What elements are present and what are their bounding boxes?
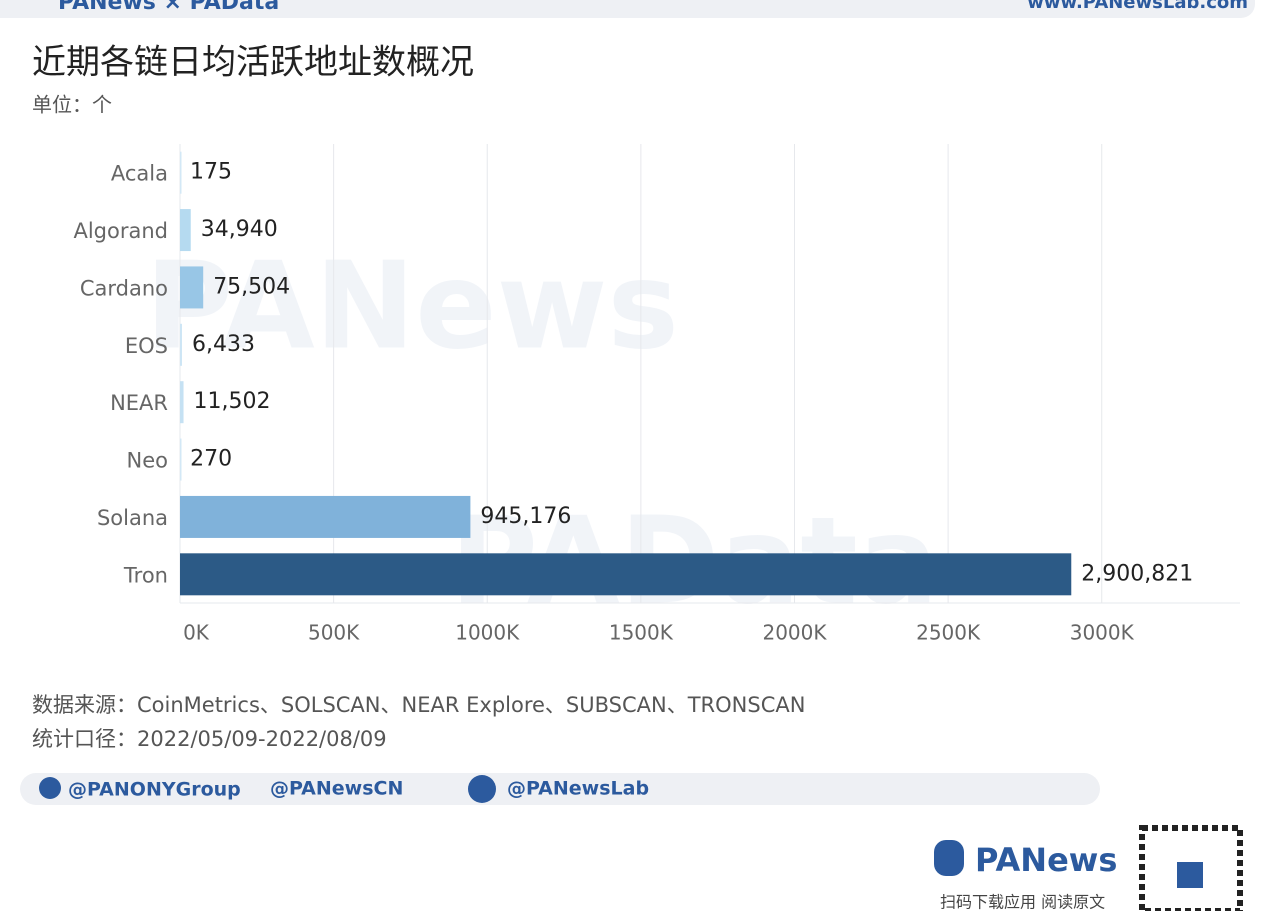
value-label: 175: [190, 160, 232, 185]
bar: [180, 209, 191, 252]
chart-subtitle: 单位：个: [32, 93, 112, 117]
social-handle[interactable]: @PANewsCN: [270, 778, 403, 800]
y-tick-label: Neo: [127, 449, 168, 473]
x-tick-label: 2500K: [916, 621, 981, 645]
value-label: 270: [190, 447, 232, 472]
y-tick-label: NEAR: [110, 391, 168, 415]
x-tick-label: 3000K: [1070, 621, 1135, 645]
y-tick-label: Tron: [123, 563, 168, 587]
twitter-icon: [39, 777, 61, 799]
bar: [180, 151, 182, 194]
footer-brand: PANews: [975, 841, 1117, 879]
value-label: 6,433: [192, 332, 255, 357]
social-strip: [20, 773, 1100, 805]
value-label: 34,940: [201, 217, 278, 242]
header-strip: [0, 0, 1255, 18]
period: 统计口径：2022/05/09-2022/08/09: [32, 727, 387, 751]
x-tick-label: 1500K: [609, 621, 674, 645]
x-tick-label: 500K: [308, 621, 360, 645]
value-label: 75,504: [213, 274, 290, 299]
value-label: 2,900,821: [1081, 561, 1193, 586]
chart-title: 近期各链日均活跃地址数概况: [32, 43, 474, 83]
header-brand: PANews × PAData: [58, 0, 279, 15]
y-tick-label: Acala: [111, 162, 168, 186]
social-handle[interactable]: @PANONYGroup: [68, 779, 241, 801]
x-tick-label: 2000K: [762, 621, 827, 645]
footer-caption: 扫码下载应用 阅读原文: [940, 893, 1105, 912]
y-tick-label: Solana: [97, 506, 168, 530]
y-tick-label: Cardano: [80, 276, 168, 300]
source: 数据来源：CoinMetrics、SOLSCAN、NEAR Explore、SU…: [32, 693, 805, 717]
value-label: 945,176: [480, 504, 571, 529]
header-url: www.PANewsLab.com: [1027, 0, 1248, 13]
bar: [180, 381, 184, 424]
bar: [180, 323, 182, 366]
bar: [180, 495, 471, 538]
bar: [180, 266, 204, 309]
y-tick-label: Algorand: [73, 219, 168, 243]
watermark: PANews: [145, 238, 679, 377]
x-tick-label: 0K: [183, 621, 210, 645]
bar: [180, 438, 182, 481]
social-handle[interactable]: @PANewsLab: [507, 778, 649, 800]
bar: [180, 553, 1072, 596]
y-tick-label: EOS: [125, 334, 168, 358]
facebook-icon: [468, 775, 496, 803]
footer-logo: [934, 840, 964, 876]
qr-logo: [1177, 862, 1203, 888]
value-label: 11,502: [194, 389, 271, 414]
x-tick-label: 1000K: [455, 621, 520, 645]
